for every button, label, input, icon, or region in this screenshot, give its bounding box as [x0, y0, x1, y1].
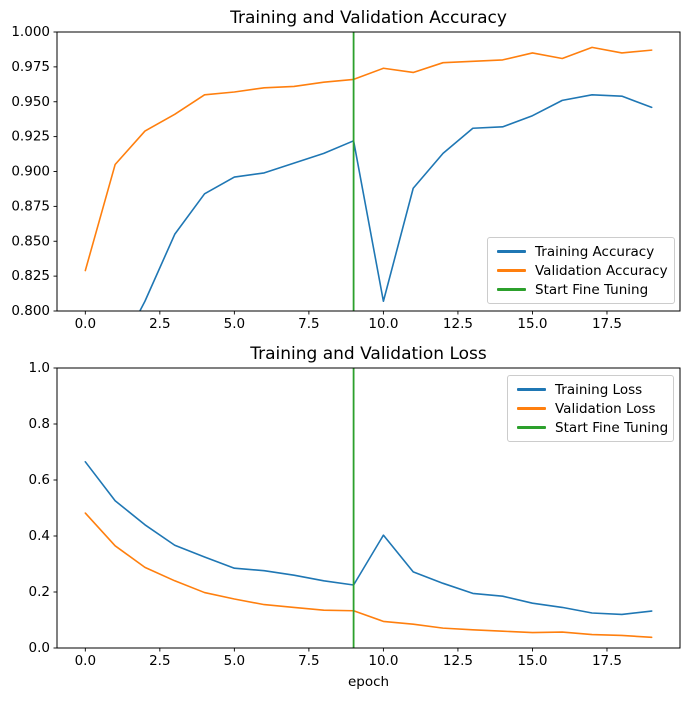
- y-tick-label: 0.0: [29, 640, 50, 656]
- x-tick-label: 7.5: [298, 653, 319, 669]
- x-tick-label: 15.0: [517, 316, 547, 332]
- accuracy-plot: 0.0 2.5 5.0 7.5 10.0 12.5 15.0 17.5 0.800 0.825 0.…: [11, 24, 681, 332]
- y-tick-label: 0.900: [11, 164, 50, 180]
- training-loss-line: [84, 460, 653, 616]
- legend-item-start-fine-tuning: Start Fine Tuning: [517, 420, 668, 436]
- y-tick-label: 0.925: [11, 129, 50, 145]
- loss-chart-title: Training and Validation Loss: [250, 344, 487, 364]
- loss-plot: 0.0 2.5 5.0 7.5 10.0 12.5 15.0 17.5 0.0 0.2 0.4 0.6…: [29, 360, 681, 669]
- legend-line-swatch: [497, 250, 526, 253]
- y-tick-label: 0.950: [11, 94, 50, 110]
- x-tick-label: 5.0: [224, 316, 245, 332]
- x-tick-label: 0.0: [75, 316, 96, 332]
- validation-loss-line: [84, 512, 653, 639]
- loss-legend: Training Loss Validation Loss Start Fine T…: [507, 375, 674, 442]
- legend-item-validation-loss: Validation Loss: [517, 401, 664, 417]
- legend-label: Start Fine Tuning: [535, 281, 649, 298]
- legend-line-swatch: [517, 426, 546, 429]
- x-tick-label: 7.5: [298, 316, 319, 332]
- y-tick-label: 0.8: [29, 416, 50, 432]
- accuracy-chart-title: Training and Validation Accuracy: [230, 8, 507, 28]
- x-tick-label: 12.5: [443, 316, 473, 332]
- x-tick-label: 17.5: [592, 653, 622, 669]
- legend-item-validation-accuracy: Validation Accuracy: [497, 262, 668, 279]
- legend-line-swatch: [497, 269, 526, 272]
- legend-item-training-loss: Training Loss: [517, 382, 664, 398]
- x-tick-label: 10.0: [368, 653, 398, 669]
- x-tick-label: 2.5: [149, 316, 170, 332]
- y-tick-label: 0.975: [11, 59, 50, 75]
- x-tick-label: 5.0: [224, 653, 245, 669]
- x-tick-label: 15.0: [517, 653, 547, 669]
- y-tick-label: 0.875: [11, 198, 50, 214]
- x-axis-label: epoch: [347, 674, 390, 690]
- legend-label: Validation Accuracy: [535, 262, 668, 279]
- x-tick-label: 17.5: [592, 316, 622, 332]
- legend-label: Start Fine Tuning: [555, 419, 669, 436]
- training-accuracy-line: [138, 93, 653, 311]
- validation-accuracy-line: [84, 46, 653, 272]
- x-tick-label: 10.0: [368, 316, 398, 332]
- legend-label: Training Accuracy: [535, 243, 655, 260]
- legend-label: Validation Loss: [555, 400, 656, 417]
- legend-item-training-accuracy: Training Accuracy: [497, 244, 665, 260]
- y-tick-label: 0.800: [11, 303, 50, 319]
- y-tick-label: 0.850: [11, 233, 50, 249]
- y-tick-label: 0.6: [29, 472, 50, 488]
- y-tick-label: 1.000: [11, 24, 50, 40]
- x-tick-label: 12.5: [443, 653, 473, 669]
- legend-label: Training Loss: [555, 381, 643, 398]
- y-tick-label: 1.0: [29, 360, 50, 376]
- y-tick-label: 0.2: [29, 584, 50, 600]
- loss-axes-frame: [56, 367, 681, 649]
- y-tick-label: 0.4: [29, 528, 50, 544]
- legend-item-start-fine-tuning: Start Fine Tuning: [497, 282, 665, 298]
- x-tick-label: 0.0: [75, 653, 96, 669]
- legend-line-swatch: [497, 288, 526, 291]
- accuracy-legend: Training Accuracy Validation Accuracy Star…: [487, 237, 675, 304]
- x-tick-label: 2.5: [149, 653, 170, 669]
- legend-line-swatch: [517, 388, 546, 391]
- legend-line-swatch: [517, 407, 546, 410]
- y-tick-label: 0.825: [11, 268, 50, 284]
